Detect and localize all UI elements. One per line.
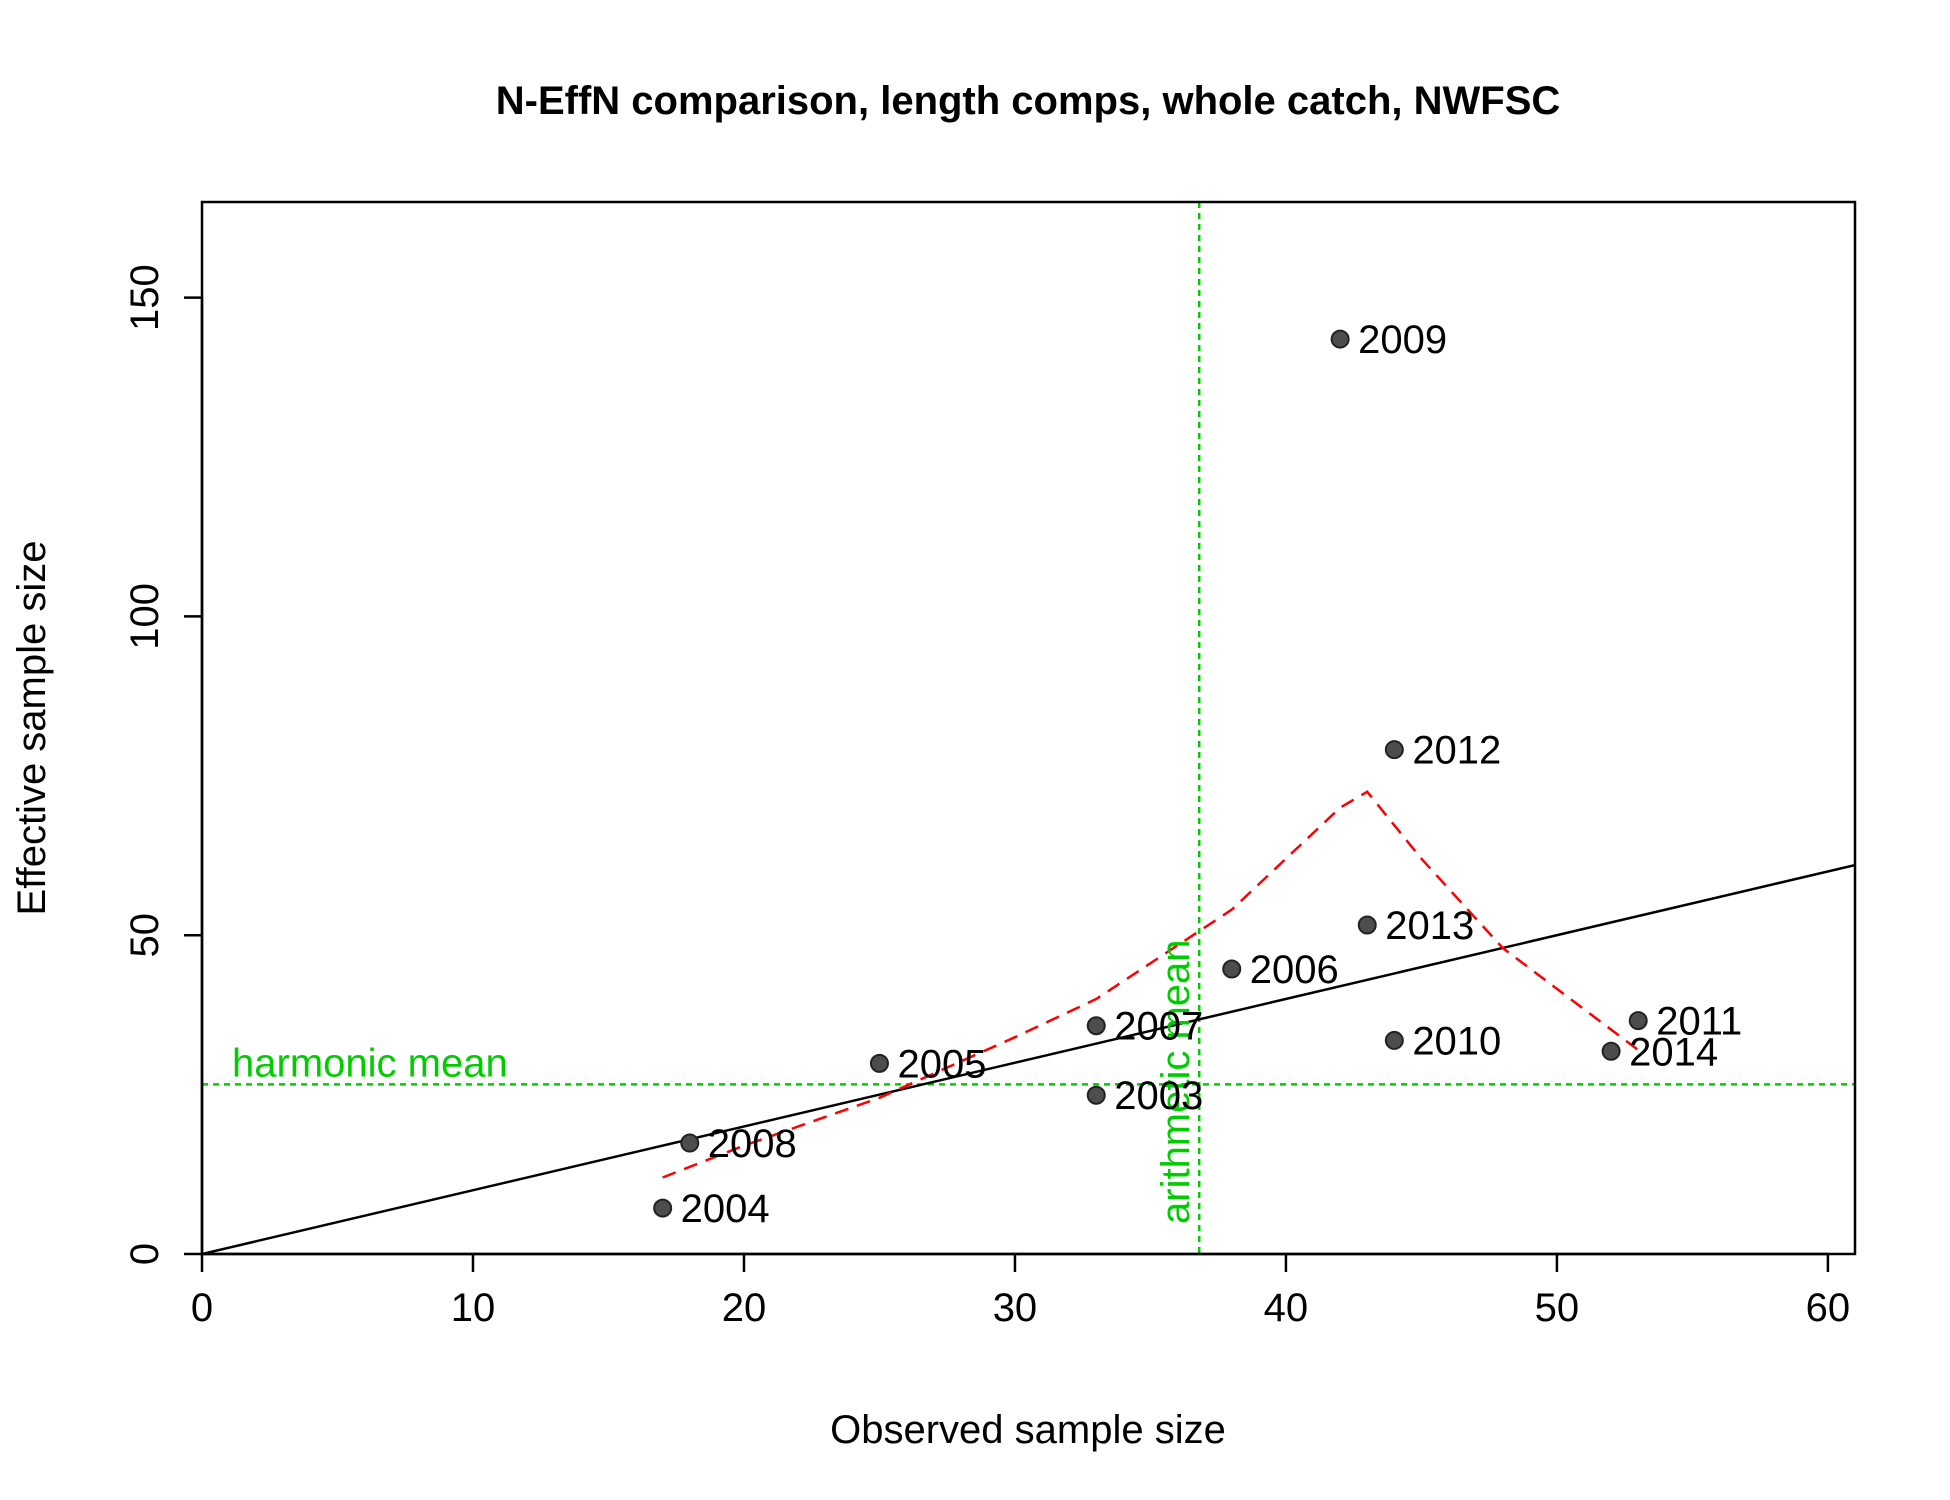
x-tick-label: 40 xyxy=(1264,1286,1309,1330)
data-point-2011 xyxy=(1628,1011,1648,1031)
data-point-2013 xyxy=(1357,915,1377,935)
smoother-line xyxy=(662,790,1639,1179)
data-label-2004: 2004 xyxy=(681,1187,770,1231)
data-label-2006: 2006 xyxy=(1250,948,1339,992)
data-point-2008 xyxy=(680,1133,700,1153)
data-point-2006 xyxy=(1222,959,1242,979)
data-point-2005 xyxy=(869,1053,889,1073)
plot-contents xyxy=(202,202,1855,1254)
data-label-2008: 2008 xyxy=(708,1122,797,1166)
harmonic-mean-label: harmonic mean xyxy=(232,1041,508,1085)
arithmetic-mean-label: arithmetic mean xyxy=(1154,939,1198,1224)
one-to-one-line xyxy=(202,863,1855,1254)
data-label-2011: 2011 xyxy=(1656,1000,1742,1044)
data-point-2007 xyxy=(1086,1016,1106,1036)
y-tick-label: 50 xyxy=(123,913,167,958)
chart-title: N-EffN comparison, length comps, whole c… xyxy=(496,79,1561,123)
x-tick-label: 50 xyxy=(1535,1286,1580,1330)
plot-frame xyxy=(200,200,1857,1256)
axes: 0 10 20 30 40 50 60 0 50 100 150 xyxy=(123,264,1850,1330)
data-label-2013: 2013 xyxy=(1385,904,1474,948)
y-tick-label: 150 xyxy=(123,264,167,331)
y-tick-label: 100 xyxy=(123,583,167,650)
data-point-2014 xyxy=(1601,1041,1621,1061)
data-label-2009: 2009 xyxy=(1358,318,1447,362)
data-label-2005: 2005 xyxy=(897,1042,986,1086)
x-tick-label: 10 xyxy=(451,1286,496,1330)
x-tick-label: 0 xyxy=(191,1286,213,1330)
data-point-2004 xyxy=(653,1198,673,1218)
y-tick-label: 0 xyxy=(123,1243,167,1265)
data-label-2010: 2010 xyxy=(1412,1019,1501,1063)
data-point-2012 xyxy=(1384,740,1404,760)
data-label-2014: 2014 xyxy=(1629,1030,1718,1074)
x-axis-title: Observed sample size xyxy=(830,1408,1226,1452)
data-label-2003: 2003 xyxy=(1114,1074,1203,1118)
data-label-2007: 2007 xyxy=(1114,1005,1203,1049)
data-point-2009 xyxy=(1330,329,1350,349)
x-tick-label: 60 xyxy=(1806,1286,1851,1330)
data-label-2012: 2012 xyxy=(1412,729,1501,773)
x-tick-label: 30 xyxy=(993,1286,1038,1330)
y-axis-title: Effective sample size xyxy=(10,541,54,916)
data-point-2010 xyxy=(1384,1030,1404,1050)
data-point-2003 xyxy=(1086,1085,1106,1105)
x-tick-label: 20 xyxy=(722,1286,767,1330)
